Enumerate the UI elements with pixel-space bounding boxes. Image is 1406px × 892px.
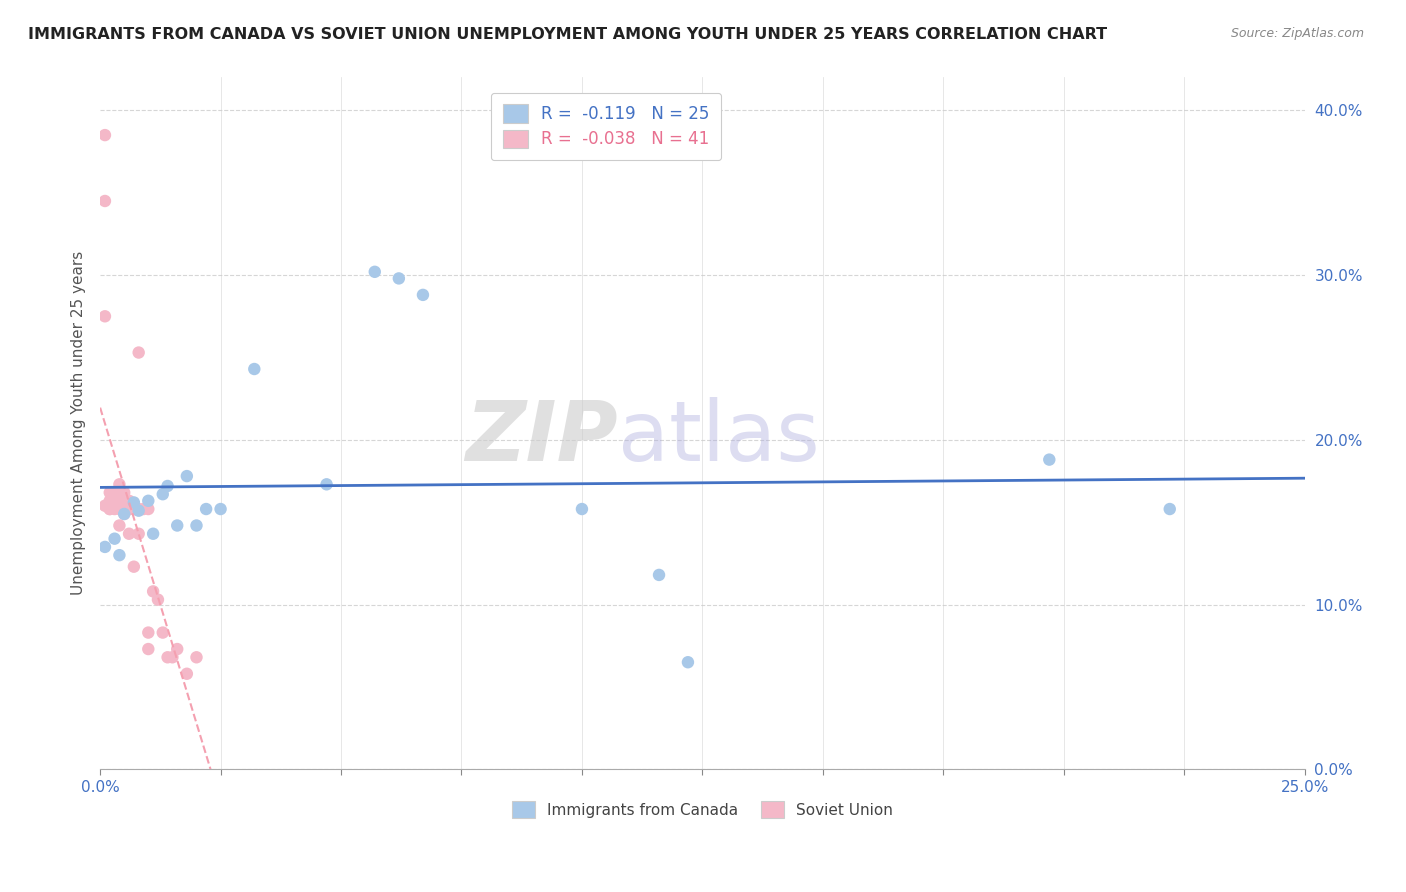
Point [186, 518, 208, 533]
Point [136, 502, 159, 516]
Point [112, 507, 135, 521]
Point [118, 502, 141, 516]
Point [152, 625, 174, 640]
Point [132, 502, 155, 516]
Point [1038, 452, 1060, 467]
Legend: Immigrants from Canada, Soviet Union: Immigrants from Canada, Soviet Union [506, 795, 898, 824]
Point [166, 642, 188, 657]
Point [122, 495, 145, 509]
Point [103, 485, 125, 500]
Point [146, 592, 169, 607]
Point [108, 518, 131, 533]
Text: ZIP: ZIP [465, 397, 619, 478]
Text: atlas: atlas [619, 397, 820, 478]
Point [108, 499, 131, 513]
Point [128, 526, 150, 541]
Point [108, 493, 131, 508]
Point [103, 502, 125, 516]
Point [94, 128, 117, 142]
Point [112, 485, 135, 500]
Point [122, 502, 145, 516]
Point [571, 502, 593, 516]
Point [98, 502, 121, 516]
Point [112, 502, 135, 516]
Point [94, 194, 117, 208]
Point [1159, 502, 1181, 516]
Point [648, 568, 671, 582]
Point [108, 477, 131, 491]
Point [412, 288, 434, 302]
Text: Source: ZipAtlas.com: Source: ZipAtlas.com [1230, 27, 1364, 40]
Point [122, 502, 145, 516]
Point [118, 493, 141, 508]
Point [112, 502, 135, 516]
Point [98, 485, 121, 500]
Point [209, 502, 232, 516]
Point [108, 502, 131, 516]
Point [162, 650, 184, 665]
Point [122, 559, 145, 574]
Point [136, 642, 159, 657]
Point [103, 493, 125, 508]
Point [108, 548, 131, 562]
Point [676, 655, 699, 669]
Point [98, 502, 121, 516]
Point [186, 650, 208, 665]
Point [176, 469, 198, 483]
Point [243, 362, 266, 376]
Point [152, 487, 174, 501]
Point [315, 477, 337, 491]
Point [142, 526, 165, 541]
Point [128, 502, 150, 516]
Point [388, 271, 411, 285]
Point [136, 625, 159, 640]
Point [128, 345, 150, 359]
Point [176, 666, 198, 681]
Point [128, 504, 150, 518]
Point [166, 518, 188, 533]
Point [195, 502, 218, 516]
Y-axis label: Unemployment Among Youth under 25 years: Unemployment Among Youth under 25 years [72, 252, 86, 596]
Text: IMMIGRANTS FROM CANADA VS SOVIET UNION UNEMPLOYMENT AMONG YOUTH UNDER 25 YEARS C: IMMIGRANTS FROM CANADA VS SOVIET UNION U… [28, 27, 1108, 42]
Point [94, 499, 117, 513]
Point [136, 493, 159, 508]
Point [98, 493, 121, 508]
Point [118, 526, 141, 541]
Point [103, 532, 125, 546]
Point [112, 507, 135, 521]
Point [156, 479, 179, 493]
Point [364, 265, 387, 279]
Point [156, 650, 179, 665]
Point [94, 540, 117, 554]
Point [142, 584, 165, 599]
Point [94, 310, 117, 324]
